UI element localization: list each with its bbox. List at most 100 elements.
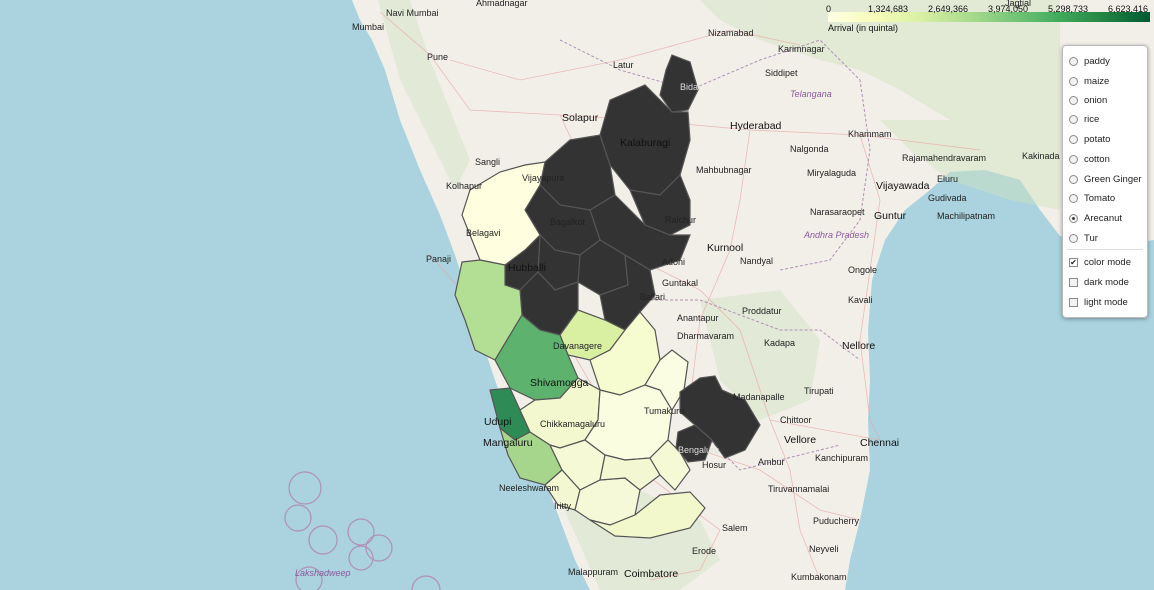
svg-text:Latur: Latur bbox=[613, 60, 634, 70]
svg-text:Ahmadnagar: Ahmadnagar bbox=[476, 0, 528, 8]
svg-text:Puducherry: Puducherry bbox=[813, 516, 860, 526]
svg-text:Iritty: Iritty bbox=[554, 501, 571, 511]
svg-text:Nandyal: Nandyal bbox=[740, 256, 773, 266]
svg-text:Madanapalle: Madanapalle bbox=[733, 392, 785, 402]
district-kolar-region[interactable] bbox=[679, 375, 761, 459]
svg-text:Tumakuru: Tumakuru bbox=[644, 406, 684, 416]
layer-label: Green Ginger bbox=[1084, 173, 1142, 185]
legend-tick: 3,974,050 bbox=[988, 4, 1029, 14]
svg-text:Miryalaguda: Miryalaguda bbox=[807, 168, 856, 178]
layer-label: Tur bbox=[1084, 232, 1098, 244]
layer-label: maize bbox=[1084, 75, 1110, 87]
svg-text:Salem: Salem bbox=[722, 523, 748, 533]
svg-text:Navi Mumbai: Navi Mumbai bbox=[386, 8, 439, 18]
radio-icon[interactable] bbox=[1069, 213, 1078, 223]
svg-text:Kanchipuram: Kanchipuram bbox=[815, 453, 868, 463]
svg-text:Eluru: Eluru bbox=[937, 174, 958, 184]
svg-text:Bidar: Bidar bbox=[680, 82, 701, 92]
state-borders bbox=[559, 39, 871, 471]
layer-option-maize[interactable]: maize bbox=[1069, 74, 1109, 88]
svg-text:Hosur: Hosur bbox=[702, 460, 726, 470]
svg-text:Kavali: Kavali bbox=[848, 295, 873, 305]
legend: 0 1,324,683 2,649,366 3,974,050 5,298,73… bbox=[824, 0, 1154, 36]
svg-text:Dharmavaram: Dharmavaram bbox=[677, 331, 734, 341]
svg-text:Kakinada: Kakinada bbox=[1022, 151, 1060, 161]
district-shivamogga[interactable] bbox=[494, 314, 579, 401]
svg-text:Nalgonda: Nalgonda bbox=[790, 144, 829, 154]
mode-label: light mode bbox=[1084, 296, 1128, 308]
layer-option-arecanut[interactable]: Arecanut bbox=[1069, 211, 1122, 225]
terrain-tint bbox=[378, 0, 1060, 590]
layer-option-tur[interactable]: Tur bbox=[1069, 231, 1098, 245]
radio-icon[interactable] bbox=[1069, 174, 1078, 184]
checkbox-icon[interactable] bbox=[1069, 297, 1078, 307]
legend-tick: 6,623,416 bbox=[1108, 4, 1149, 14]
district-chamarajanagar[interactable] bbox=[589, 491, 706, 539]
svg-text:Udupi: Udupi bbox=[484, 416, 511, 428]
mode-option-light[interactable]: light mode bbox=[1069, 295, 1128, 309]
radio-icon[interactable] bbox=[1069, 56, 1078, 66]
svg-text:Anantapur: Anantapur bbox=[677, 313, 719, 323]
svg-text:Shivamogga: Shivamogga bbox=[530, 377, 589, 389]
radio-icon[interactable] bbox=[1069, 233, 1078, 243]
layer-option-green-ginger[interactable]: Green Ginger bbox=[1069, 172, 1142, 186]
legend-title: Arrival (in quintal) bbox=[828, 23, 899, 33]
radio-icon[interactable] bbox=[1069, 154, 1078, 164]
svg-text:Lakshadweep: Lakshadweep bbox=[295, 568, 351, 578]
svg-text:Andhra Pradesh: Andhra Pradesh bbox=[803, 230, 869, 240]
svg-text:Pune: Pune bbox=[427, 52, 448, 62]
checkbox-icon[interactable] bbox=[1069, 277, 1078, 287]
layer-label: rice bbox=[1084, 113, 1100, 125]
layer-control: paddy maize onion rice potato cotton Gre… bbox=[1062, 45, 1148, 318]
svg-text:Sangli: Sangli bbox=[475, 157, 500, 167]
radio-icon[interactable] bbox=[1069, 76, 1078, 86]
svg-text:Kalaburagi: Kalaburagi bbox=[620, 137, 670, 149]
layer-option-onion[interactable]: onion bbox=[1069, 93, 1107, 107]
layer-label: Tomato bbox=[1084, 192, 1116, 204]
checkbox-icon[interactable]: ✔ bbox=[1069, 257, 1078, 267]
svg-text:Chikkamagaluru: Chikkamagaluru bbox=[540, 419, 605, 429]
svg-text:Vijayapura: Vijayapura bbox=[522, 173, 564, 183]
svg-text:Hyderabad: Hyderabad bbox=[730, 120, 782, 132]
svg-text:Mangaluru: Mangaluru bbox=[483, 437, 533, 449]
svg-text:Malappuram: Malappuram bbox=[568, 567, 618, 577]
svg-text:Nizamabad: Nizamabad bbox=[708, 28, 754, 38]
svg-text:Panaji: Panaji bbox=[426, 254, 451, 264]
district-belagavi[interactable] bbox=[461, 161, 546, 266]
svg-text:Coimbatore: Coimbatore bbox=[624, 568, 678, 580]
district-bidar[interactable] bbox=[659, 54, 699, 113]
radio-icon[interactable] bbox=[1069, 95, 1078, 105]
district-tumakuru[interactable] bbox=[584, 384, 673, 461]
svg-text:Kolhapur: Kolhapur bbox=[446, 181, 482, 191]
layer-option-paddy[interactable]: paddy bbox=[1069, 54, 1110, 68]
svg-text:Rajamahendravaram: Rajamahendravaram bbox=[902, 153, 986, 163]
svg-text:Vijayawada: Vijayawada bbox=[876, 180, 930, 192]
mode-option-dark[interactable]: dark mode bbox=[1069, 275, 1129, 289]
divider bbox=[1067, 249, 1143, 250]
svg-text:Kadapa: Kadapa bbox=[764, 338, 795, 348]
svg-text:Chittoor: Chittoor bbox=[780, 415, 812, 425]
svg-text:Kumbakonam: Kumbakonam bbox=[791, 572, 847, 582]
lakshadweep-boundary bbox=[284, 471, 441, 590]
layer-option-potato[interactable]: potato bbox=[1069, 132, 1110, 146]
mode-label: color mode bbox=[1084, 256, 1131, 268]
radio-icon[interactable] bbox=[1069, 193, 1078, 203]
radio-icon[interactable] bbox=[1069, 134, 1078, 144]
svg-text:Gudivada: Gudivada bbox=[928, 193, 967, 203]
svg-text:Mumbai: Mumbai bbox=[352, 22, 384, 32]
svg-text:Guntur: Guntur bbox=[874, 210, 907, 222]
layer-label: paddy bbox=[1084, 55, 1110, 67]
legend-tick: 0 bbox=[826, 4, 832, 14]
layer-option-tomato[interactable]: Tomato bbox=[1069, 191, 1115, 205]
layer-option-rice[interactable]: rice bbox=[1069, 112, 1099, 126]
svg-text:Neeleshwaram: Neeleshwaram bbox=[499, 483, 559, 493]
svg-text:Siddipet: Siddipet bbox=[765, 68, 798, 78]
layer-label: onion bbox=[1084, 94, 1108, 106]
mode-option-color[interactable]: ✔ color mode bbox=[1069, 255, 1131, 269]
layer-option-cotton[interactable]: cotton bbox=[1069, 152, 1110, 166]
svg-text:Neyveli: Neyveli bbox=[809, 544, 839, 554]
svg-text:Erode: Erode bbox=[692, 546, 716, 556]
district-chikkaballapur[interactable] bbox=[644, 349, 689, 412]
radio-icon[interactable] bbox=[1069, 114, 1078, 124]
